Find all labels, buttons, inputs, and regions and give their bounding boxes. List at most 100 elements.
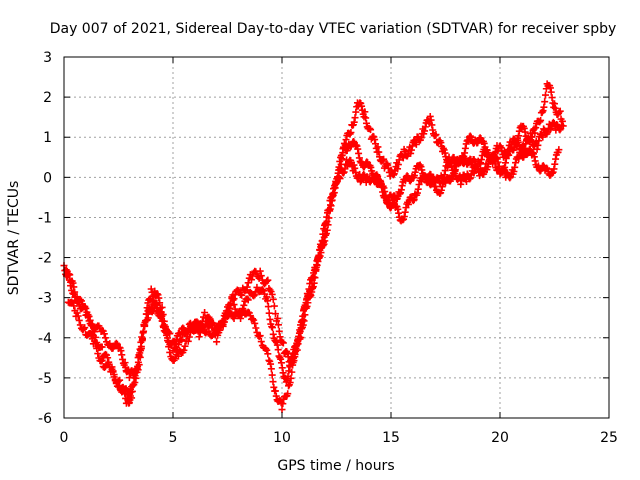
data-point xyxy=(303,302,311,310)
data-point xyxy=(526,137,534,145)
data-point xyxy=(136,353,144,361)
data-point xyxy=(511,163,519,171)
data-point xyxy=(92,340,100,348)
data-point xyxy=(75,316,83,324)
data-point xyxy=(450,163,458,171)
data-point xyxy=(201,309,209,317)
data-point xyxy=(317,249,325,257)
data-point xyxy=(267,365,275,373)
data-point xyxy=(395,156,403,164)
data-point xyxy=(153,306,161,314)
data-point xyxy=(154,291,162,299)
data-point xyxy=(408,142,416,150)
data-point xyxy=(256,267,264,275)
data-point xyxy=(195,333,203,341)
data-point xyxy=(174,341,182,349)
data-point xyxy=(240,301,248,309)
data-point xyxy=(383,160,391,168)
data-point xyxy=(141,321,149,329)
series-track-c xyxy=(64,138,563,398)
data-point xyxy=(271,310,279,318)
data-point xyxy=(446,158,454,166)
data-point xyxy=(352,168,360,176)
data-point xyxy=(88,320,96,328)
data-point xyxy=(263,277,271,285)
data-point xyxy=(491,160,499,168)
data-point xyxy=(284,353,292,361)
data-point xyxy=(244,296,252,304)
data-point xyxy=(555,146,563,154)
data-point xyxy=(244,279,252,287)
data-point xyxy=(451,167,459,175)
data-point xyxy=(556,126,564,134)
data-point xyxy=(440,171,448,179)
data-point xyxy=(268,323,276,331)
data-point xyxy=(439,144,447,152)
data-point xyxy=(70,302,78,310)
data-point xyxy=(438,183,446,191)
data-point xyxy=(539,133,547,141)
data-point xyxy=(155,294,163,302)
data-point xyxy=(382,192,390,200)
data-point xyxy=(351,164,359,172)
data-point xyxy=(366,178,374,186)
series-track-b xyxy=(62,80,565,386)
data-point xyxy=(110,371,118,379)
data-point xyxy=(267,360,275,368)
data-point xyxy=(429,126,437,134)
data-point xyxy=(269,330,277,338)
data-point xyxy=(410,172,418,180)
data-point xyxy=(293,346,301,354)
data-point xyxy=(180,346,188,354)
data-point xyxy=(166,348,174,356)
data-point xyxy=(204,322,212,330)
data-point xyxy=(178,336,186,344)
data-point xyxy=(551,160,559,168)
data-point xyxy=(539,107,547,115)
data-point xyxy=(436,178,444,186)
x-tick-label: 5 xyxy=(169,430,178,446)
data-point xyxy=(284,390,292,398)
data-point xyxy=(322,230,330,238)
data-point xyxy=(307,286,315,294)
data-point xyxy=(132,374,140,382)
data-point xyxy=(537,116,545,124)
data-point xyxy=(205,327,213,335)
data-point xyxy=(400,212,408,220)
data-point xyxy=(490,156,498,164)
data-point xyxy=(532,124,540,132)
data-point xyxy=(437,139,445,147)
data-point xyxy=(94,350,102,358)
data-point xyxy=(160,327,168,335)
data-point xyxy=(277,355,285,363)
data-point xyxy=(414,185,422,193)
data-point xyxy=(249,315,257,323)
data-point xyxy=(336,157,344,165)
data-point xyxy=(137,345,145,353)
data-point xyxy=(186,319,194,327)
y-tick-label: 3 xyxy=(43,50,52,66)
data-point xyxy=(412,140,420,148)
data-point xyxy=(505,151,513,159)
plot-frame xyxy=(63,56,610,419)
data-point xyxy=(514,136,522,144)
data-point xyxy=(259,287,267,295)
data-point xyxy=(264,276,272,284)
data-point xyxy=(98,356,106,364)
data-point xyxy=(257,338,265,346)
data-point xyxy=(165,343,173,351)
data-point xyxy=(413,189,421,197)
data-point xyxy=(279,400,287,408)
data-point xyxy=(515,132,523,140)
data-point xyxy=(409,197,417,205)
data-point xyxy=(350,118,358,126)
data-point xyxy=(87,331,95,339)
data-point xyxy=(541,98,549,106)
data-point xyxy=(65,276,73,284)
y-tick-label: 2 xyxy=(43,90,52,106)
data-point xyxy=(510,167,518,175)
data-point xyxy=(274,314,282,322)
data-point xyxy=(428,121,436,129)
data-point xyxy=(230,295,238,303)
data-point xyxy=(547,88,555,96)
